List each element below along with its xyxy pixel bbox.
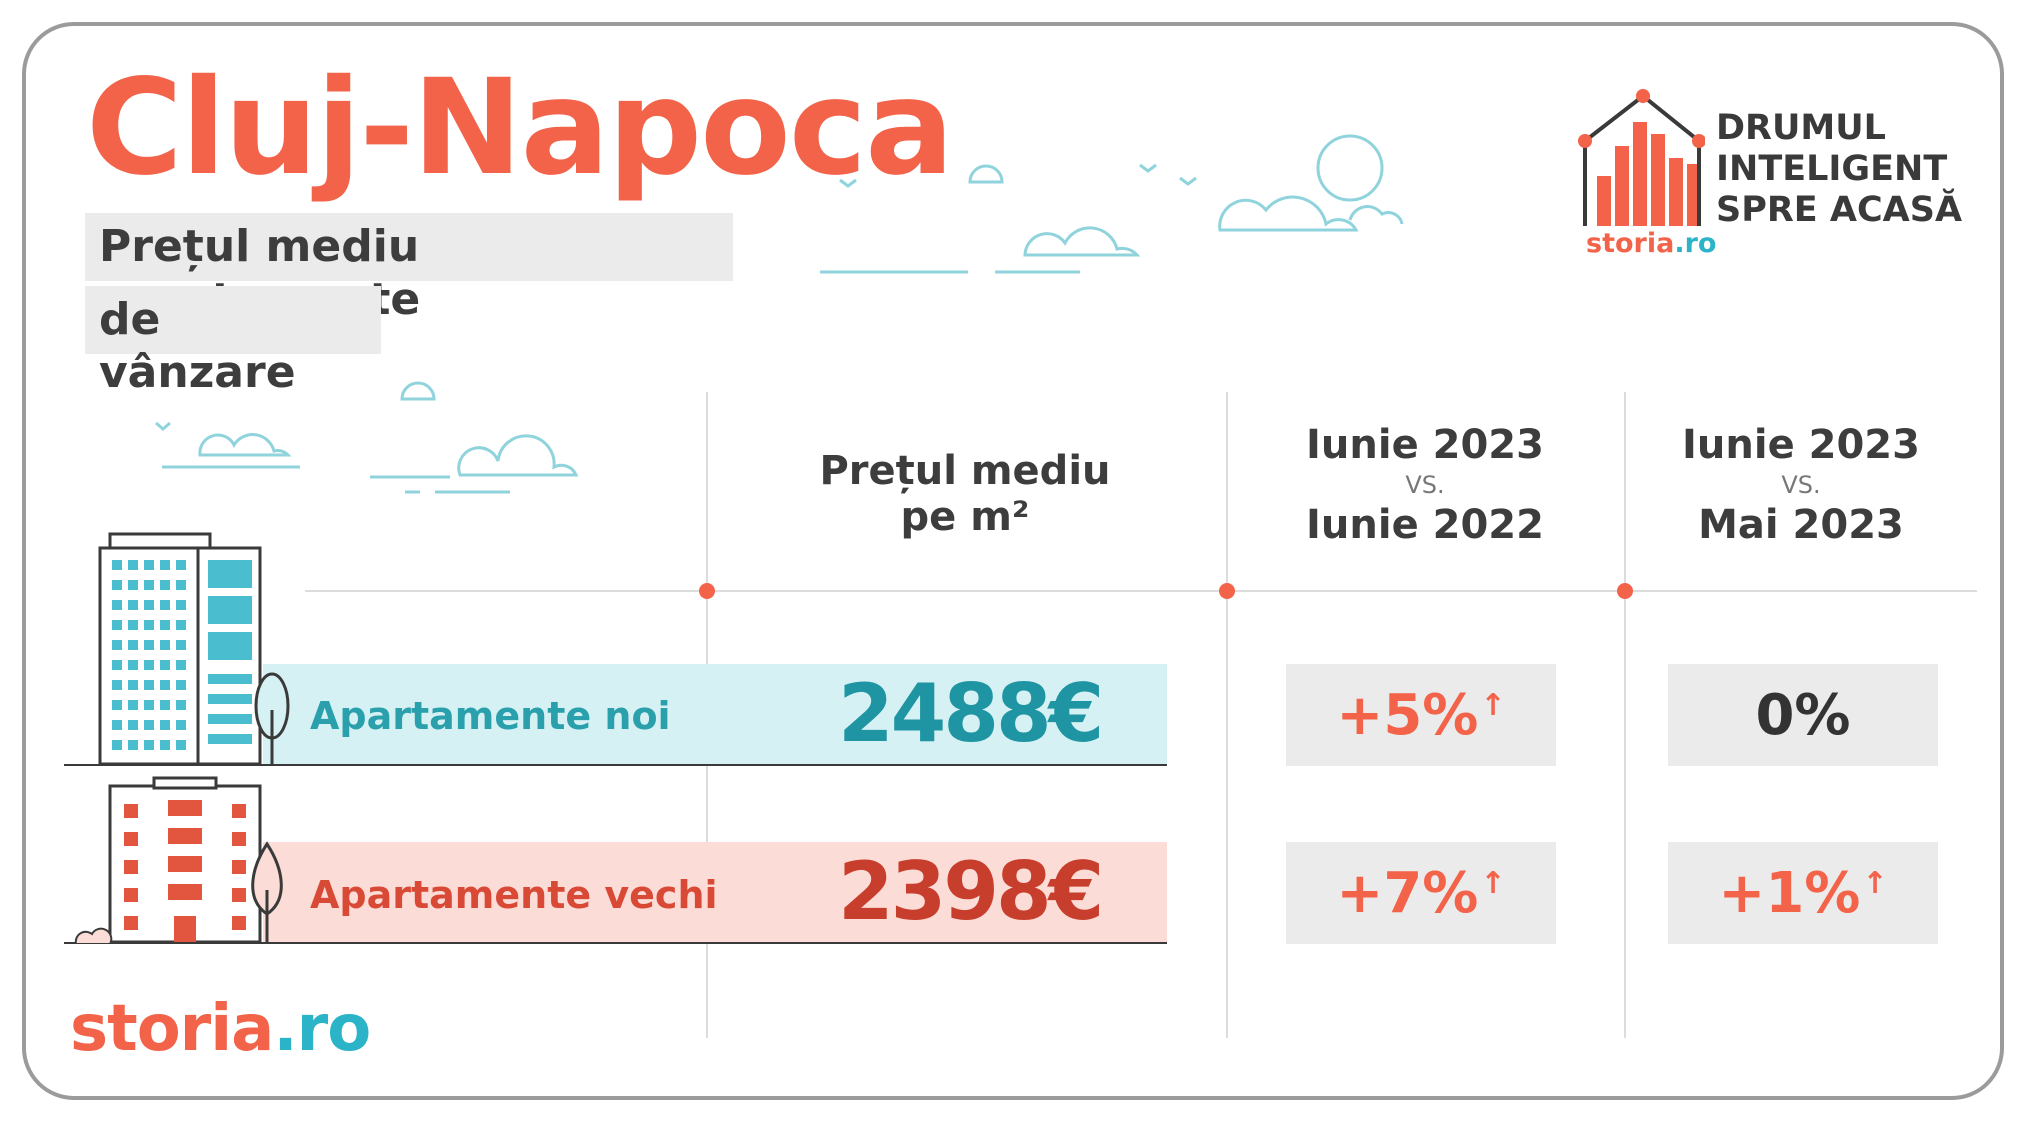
old-building-icon xyxy=(108,776,262,944)
cloud-icon xyxy=(400,381,436,401)
yoy-vs: VS. xyxy=(1405,471,1445,499)
city-title: Cluj-Napoca xyxy=(86,51,954,205)
mom-value: 0% xyxy=(1755,682,1851,748)
yoy-change-new: +5% ↑ xyxy=(1286,664,1556,766)
bird-icon xyxy=(1179,176,1197,186)
price-head-line-1: Prețul mediu xyxy=(819,448,1111,494)
yoy-head-line-1: Iunie 2023 xyxy=(1306,422,1544,468)
mom-head-line-1: Iunie 2023 xyxy=(1682,422,1920,468)
bird-icon xyxy=(1139,163,1157,173)
new-building-icon xyxy=(98,532,262,766)
logo-tld: .ro xyxy=(273,992,371,1066)
mom-column-header: Iunie 2023 VS. Mai 2023 xyxy=(1646,422,1956,548)
arrow-up-icon: ↑ xyxy=(1862,866,1888,901)
yoy-change-old: +7% ↑ xyxy=(1286,842,1556,944)
arrow-up-icon: ↑ xyxy=(1480,688,1506,723)
row-band-old xyxy=(263,842,1167,944)
clouds-top-icon xyxy=(820,134,1404,274)
mom-vs: VS. xyxy=(1781,471,1821,499)
brand-logo: storia.ro xyxy=(70,992,371,1066)
slogan-line-3: SPRE ACASĂ xyxy=(1716,190,1963,230)
logo-name: storia xyxy=(70,992,274,1066)
mom-change-old: +1% ↑ xyxy=(1668,842,1938,944)
slogan-line-1: DRUMUL xyxy=(1716,108,1886,148)
divider-dot xyxy=(1219,583,1235,599)
brand-slogan: DRUMUL INTELIGENT SPRE ACASĂ xyxy=(1716,108,1962,231)
arrow-up-icon: ↑ xyxy=(1480,866,1506,901)
slogan-line-2: INTELIGENT xyxy=(1716,149,1948,189)
clouds-left-icon xyxy=(155,381,579,494)
price-head-line-2: pe m² xyxy=(900,494,1030,540)
yoy-value: +7% xyxy=(1336,860,1479,926)
logo-tld: .ro xyxy=(1674,228,1717,259)
mom-change-new: 0% xyxy=(1668,664,1938,766)
tree-icon xyxy=(251,841,283,944)
row-label-new: Apartamente noi xyxy=(310,694,671,738)
cloud-icon xyxy=(1218,195,1359,232)
price-old: 2398€ xyxy=(838,845,1104,938)
divider-dot xyxy=(1617,583,1633,599)
subtitle-line-2: de vânzare xyxy=(85,286,381,398)
tree-icon xyxy=(254,672,290,766)
house-bars-logo-icon xyxy=(1578,89,1705,226)
logo-name: storia xyxy=(1586,228,1675,259)
cloud-icon xyxy=(457,434,579,477)
bush-icon xyxy=(74,927,113,944)
subtitle-line-1: Prețul mediu apartamente xyxy=(85,213,733,325)
price-new: 2488€ xyxy=(838,667,1104,760)
mom-value: +1% xyxy=(1718,860,1861,926)
yoy-head-line-2: Iunie 2022 xyxy=(1306,502,1544,548)
price-column-header: Prețul mediu pe m² xyxy=(780,448,1150,540)
bird-icon xyxy=(839,178,857,188)
column-divider xyxy=(1624,392,1626,1038)
cloud-icon xyxy=(198,433,292,457)
cloud-icon xyxy=(968,164,1004,184)
row-band-new xyxy=(263,664,1167,766)
bird-icon xyxy=(155,421,171,431)
divider-dot xyxy=(699,583,715,599)
mom-head-line-2: Mai 2023 xyxy=(1698,502,1904,548)
header-divider xyxy=(305,590,1977,592)
column-divider xyxy=(1226,392,1228,1038)
yoy-column-header: Iunie 2023 VS. Iunie 2022 xyxy=(1250,422,1600,548)
cloud-icon xyxy=(1023,226,1141,257)
row-label-old: Apartamente vechi xyxy=(310,873,718,917)
yoy-value: +5% xyxy=(1336,682,1479,748)
brand-logo-small: storia.ro xyxy=(1586,228,1716,259)
